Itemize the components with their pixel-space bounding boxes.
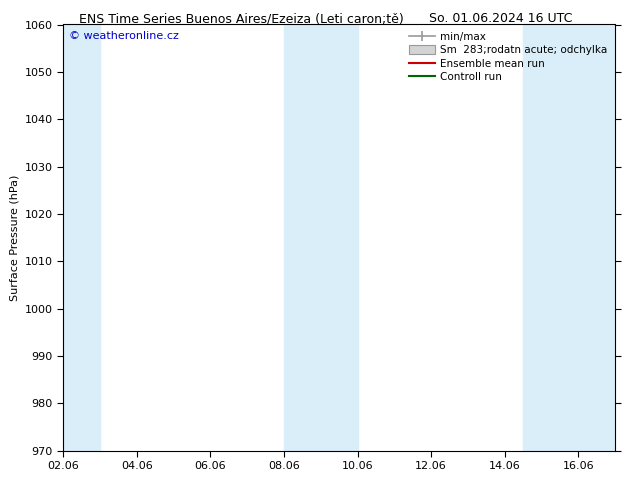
- Bar: [63, 24, 100, 451]
- Y-axis label: Surface Pressure (hPa): Surface Pressure (hPa): [10, 174, 19, 301]
- Legend: min/max, Sm  283;rodatn acute; odchylka, Ensemble mean run, Controll run: min/max, Sm 283;rodatn acute; odchylka, …: [405, 27, 612, 86]
- Bar: [523, 24, 615, 451]
- Text: ENS Time Series Buenos Aires/Ezeiza (Leti caron;tě): ENS Time Series Buenos Aires/Ezeiza (Let…: [79, 12, 403, 25]
- Bar: [284, 24, 358, 451]
- Text: So. 01.06.2024 16 UTC: So. 01.06.2024 16 UTC: [429, 12, 573, 25]
- Text: © weatheronline.cz: © weatheronline.cz: [69, 31, 179, 41]
